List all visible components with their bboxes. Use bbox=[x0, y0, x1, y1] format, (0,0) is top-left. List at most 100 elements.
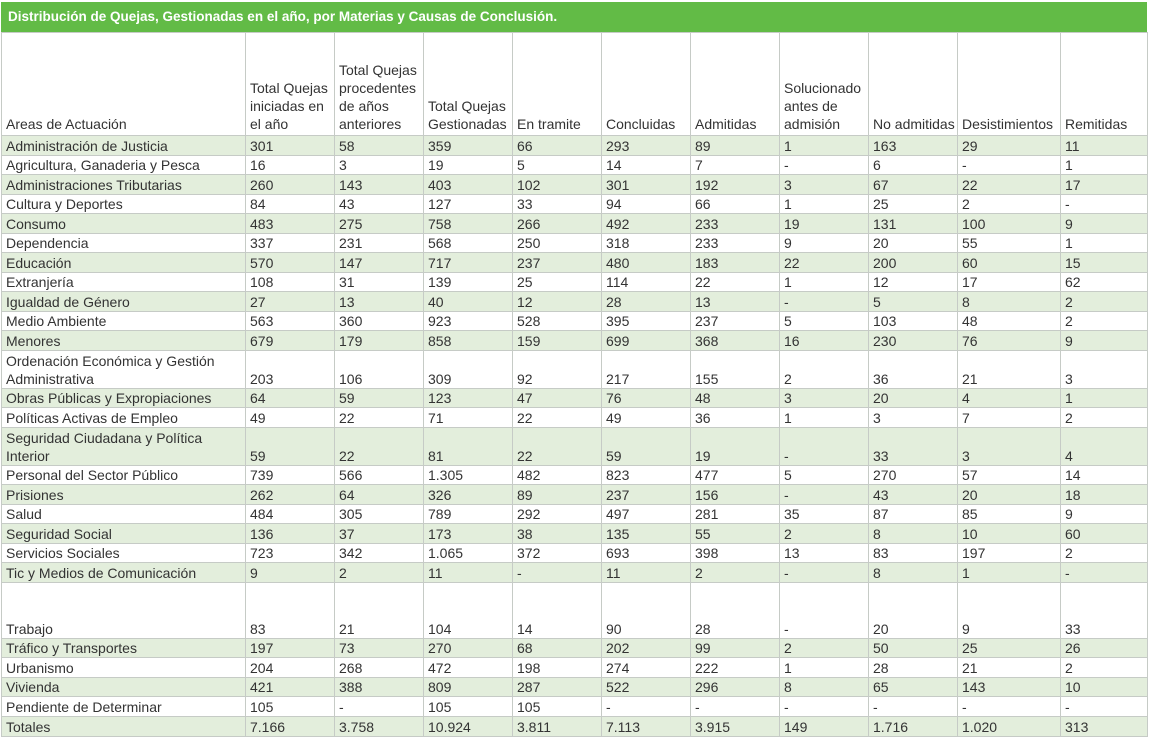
value-cell: 2 bbox=[1060, 657, 1148, 678]
value-cell: 71 bbox=[423, 407, 513, 428]
area-cell: Seguridad Social bbox=[1, 523, 246, 544]
column-header: No admitidas bbox=[868, 32, 958, 136]
value-cell: 301 bbox=[245, 135, 335, 156]
value-cell: 372 bbox=[512, 542, 602, 563]
value-cell: - bbox=[779, 562, 869, 583]
value-cell: - bbox=[779, 291, 869, 312]
value-cell: 55 bbox=[690, 523, 780, 544]
area-cell: Tic y Medios de Comunicación bbox=[1, 562, 246, 583]
value-cell: 699 bbox=[601, 330, 691, 351]
value-cell: 237 bbox=[601, 484, 691, 505]
value-cell: 522 bbox=[601, 676, 691, 697]
value-cell: 858 bbox=[423, 330, 513, 351]
value-cell: 482 bbox=[512, 464, 602, 485]
value-cell: 29 bbox=[957, 135, 1061, 156]
value-cell: - bbox=[779, 484, 869, 505]
area-cell: Vivienda bbox=[1, 676, 246, 697]
table-row: Vivienda 421 388 809 287 522 296 8 65 143 10 bbox=[1, 676, 1148, 697]
value-cell: 237 bbox=[512, 252, 602, 273]
area-cell: Igualdad de Género bbox=[1, 291, 246, 312]
value-cell: 5 bbox=[779, 464, 869, 485]
value-cell: 1 bbox=[1060, 232, 1148, 253]
value-cell: 11 bbox=[1060, 135, 1148, 156]
value-cell: 10 bbox=[1060, 676, 1148, 697]
value-cell: 274 bbox=[601, 657, 691, 678]
value-cell: 197 bbox=[957, 542, 1061, 563]
value-cell: 76 bbox=[601, 387, 691, 408]
value-cell: 25 bbox=[957, 637, 1061, 658]
area-cell: Obras Públicas y Expropiaciones bbox=[1, 387, 246, 408]
value-cell: 3.811 bbox=[512, 715, 602, 737]
value-cell: 131 bbox=[868, 213, 958, 234]
value-cell: 36 bbox=[868, 349, 958, 389]
value-cell: 9 bbox=[1060, 213, 1148, 234]
value-cell: 156 bbox=[690, 484, 780, 505]
value-cell: 484 bbox=[245, 503, 335, 524]
value-cell: 10.924 bbox=[423, 715, 513, 737]
value-cell: 183 bbox=[690, 252, 780, 273]
area-cell: Administraciones Tributarias bbox=[1, 174, 246, 195]
value-cell: 5 bbox=[868, 291, 958, 312]
value-cell: 758 bbox=[423, 213, 513, 234]
table-row: Personal del Sector Público 739 566 1.305 48… bbox=[1, 464, 1148, 485]
value-cell: 59 bbox=[334, 387, 424, 408]
table-row: Educación 570 147 717 237 480 183 22 200 60 15 bbox=[1, 252, 1148, 273]
value-cell: 59 bbox=[601, 426, 691, 466]
value-cell: 103 bbox=[868, 310, 958, 331]
value-cell: 566 bbox=[334, 464, 424, 485]
value-cell: 94 bbox=[601, 193, 691, 214]
value-cell: 233 bbox=[690, 213, 780, 234]
value-cell: 398 bbox=[690, 542, 780, 563]
table-row: Urbanismo 204 268 472 198 274 222 1 28 21 2 bbox=[1, 657, 1148, 678]
area-cell: Administración de Justicia bbox=[1, 135, 246, 156]
table-row: Políticas Activas de Empleo 49 22 71 22 49 36 1… bbox=[1, 407, 1148, 428]
value-cell: 570 bbox=[245, 252, 335, 273]
value-cell: 65 bbox=[868, 676, 958, 697]
value-cell: 14 bbox=[512, 581, 602, 639]
area-cell: Trabajo bbox=[1, 581, 246, 639]
value-cell: 809 bbox=[423, 676, 513, 697]
area-cell: Medio Ambiente bbox=[1, 310, 246, 331]
value-cell: 3.915 bbox=[690, 715, 780, 737]
value-cell: 14 bbox=[1060, 464, 1148, 485]
value-cell: 20 bbox=[957, 484, 1061, 505]
value-cell: 14 bbox=[601, 154, 691, 175]
value-cell: 9 bbox=[779, 232, 869, 253]
value-cell: 10 bbox=[957, 523, 1061, 544]
value-cell: 58 bbox=[334, 135, 424, 156]
value-cell: 217 bbox=[601, 349, 691, 389]
table-row: Agricultura, Ganaderia y Pesca 16 3 19 5 14 7-… bbox=[1, 154, 1148, 175]
value-cell: 480 bbox=[601, 252, 691, 273]
table-row: Cultura y Deportes 84 43 127 33 94 66 1 25 2- bbox=[1, 193, 1148, 214]
value-cell: 237 bbox=[690, 310, 780, 331]
value-cell: 87 bbox=[868, 503, 958, 524]
value-cell: 22 bbox=[779, 252, 869, 273]
value-cell: 49 bbox=[601, 407, 691, 428]
value-cell: - bbox=[512, 562, 602, 583]
value-cell: 483 bbox=[245, 213, 335, 234]
table-row: Consumo 483 275 758 266 492 233 19 131 100 9 bbox=[1, 213, 1148, 234]
value-cell: 89 bbox=[512, 484, 602, 505]
value-cell: 1 bbox=[779, 135, 869, 156]
value-cell: 296 bbox=[690, 676, 780, 697]
value-cell: 6 bbox=[868, 154, 958, 175]
value-cell: 7.113 bbox=[601, 715, 691, 737]
value-cell: 9 bbox=[245, 562, 335, 583]
value-cell: 17 bbox=[1060, 174, 1148, 195]
value-cell: 2 bbox=[957, 193, 1061, 214]
column-header: Total Quejas iniciadas en el año bbox=[245, 32, 335, 136]
area-cell: Totales bbox=[1, 715, 246, 737]
value-cell: 313 bbox=[1060, 715, 1148, 737]
area-cell: Prisiones bbox=[1, 484, 246, 505]
value-cell: 270 bbox=[423, 637, 513, 658]
value-cell: 25 bbox=[512, 271, 602, 292]
value-cell: 2 bbox=[1060, 542, 1148, 563]
table-row: Extranjería 108 31 139 25 114 22 1 12 17 62 bbox=[1, 271, 1148, 292]
value-cell: 3 bbox=[334, 154, 424, 175]
value-cell: 7 bbox=[690, 154, 780, 175]
area-cell: Cultura y Deportes bbox=[1, 193, 246, 214]
value-cell: 114 bbox=[601, 271, 691, 292]
value-cell: 923 bbox=[423, 310, 513, 331]
value-cell: 28 bbox=[601, 291, 691, 312]
